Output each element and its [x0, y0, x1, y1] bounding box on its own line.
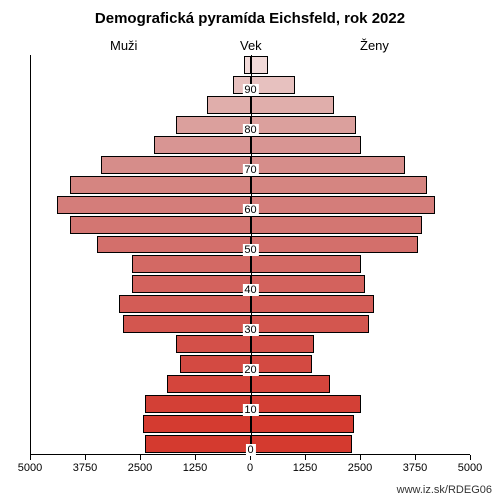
- x-tick-label: 2500: [128, 462, 152, 474]
- x-tick-label: 5000: [458, 462, 482, 474]
- x-tick-label: 3750: [403, 462, 427, 474]
- label-women: Ženy: [360, 38, 389, 53]
- bar-row: [31, 374, 470, 394]
- x-tick-mark: [470, 455, 471, 460]
- bar-row: [31, 414, 470, 434]
- bar-women: [251, 415, 354, 433]
- bar-women: [251, 196, 436, 214]
- bar-women: [251, 136, 361, 154]
- bar-men: [145, 435, 251, 453]
- bar-row: [31, 175, 470, 195]
- bar-row: [31, 55, 470, 75]
- bar-row: [31, 254, 470, 274]
- bar-men: [207, 96, 251, 114]
- bar-women: [251, 395, 361, 413]
- x-tick-mark: [415, 455, 416, 460]
- bar-women: [251, 315, 370, 333]
- bar-men: [145, 395, 251, 413]
- bar-men: [167, 375, 251, 393]
- y-tick-label: 70: [242, 164, 258, 176]
- bar-women: [251, 96, 335, 114]
- x-tick-mark: [195, 455, 196, 460]
- x-tick-label: 2500: [348, 462, 372, 474]
- y-tick-label: 10: [242, 404, 258, 416]
- y-tick-label: 80: [242, 124, 258, 136]
- bar-women: [251, 255, 361, 273]
- bar-men: [132, 255, 251, 273]
- x-tick-mark: [360, 455, 361, 460]
- x-tick-label: 1250: [183, 462, 207, 474]
- bar-men: [97, 236, 251, 254]
- bar-women: [251, 295, 374, 313]
- x-tick-mark: [140, 455, 141, 460]
- bar-women: [251, 116, 357, 134]
- bar-women: [251, 56, 269, 74]
- chart-container: Demografická pyramída Eichsfeld, rok 202…: [0, 0, 500, 500]
- x-tick-label: 3750: [73, 462, 97, 474]
- x-tick-label: 0: [247, 462, 253, 474]
- chart-plot-area: 0 10 20 30 40 50 60 70 80 90: [30, 55, 470, 455]
- x-tick-mark: [30, 455, 31, 460]
- bar-men: [70, 176, 250, 194]
- bar-men: [176, 116, 251, 134]
- source-url: www.iz.sk/RDEG06: [397, 484, 492, 496]
- bar-men: [143, 415, 251, 433]
- bar-men: [154, 136, 251, 154]
- bar-men: [57, 196, 251, 214]
- y-tick-label: 20: [242, 364, 258, 376]
- bar-women: [251, 375, 330, 393]
- x-axis-ticks: 500037502500125001250250037505000: [30, 458, 470, 478]
- y-tick-label: 60: [242, 204, 258, 216]
- bar-women: [251, 236, 418, 254]
- bar-men: [123, 315, 251, 333]
- bar-women: [251, 156, 405, 174]
- label-men: Muži: [110, 38, 137, 53]
- x-tick-mark: [85, 455, 86, 460]
- bar-row: [31, 135, 470, 155]
- x-tick-label: 5000: [18, 462, 42, 474]
- x-tick-label: 1250: [293, 462, 317, 474]
- bar-women: [251, 355, 313, 373]
- chart-title: Demografická pyramída Eichsfeld, rok 202…: [0, 10, 500, 27]
- bar-men: [244, 56, 251, 74]
- label-age: Vek: [240, 38, 262, 53]
- y-tick-label: 30: [242, 324, 258, 336]
- bar-men: [119, 295, 251, 313]
- bar-row: [31, 334, 470, 354]
- bar-women: [251, 435, 352, 453]
- y-tick-label: 90: [242, 84, 258, 96]
- bar-row: [31, 215, 470, 235]
- bar-women: [251, 216, 423, 234]
- y-tick-label: 40: [242, 284, 258, 296]
- bar-men: [101, 156, 251, 174]
- x-tick-mark: [305, 455, 306, 460]
- bar-women: [251, 335, 315, 353]
- bar-women: [251, 176, 427, 194]
- bar-men: [132, 275, 251, 293]
- y-tick-label: 50: [242, 244, 258, 256]
- bar-row: [31, 95, 470, 115]
- bar-row: [31, 294, 470, 314]
- bar-women: [251, 275, 365, 293]
- bar-men: [176, 335, 251, 353]
- bar-men: [70, 216, 250, 234]
- y-tick-label: 0: [245, 444, 255, 456]
- bar-men: [180, 355, 250, 373]
